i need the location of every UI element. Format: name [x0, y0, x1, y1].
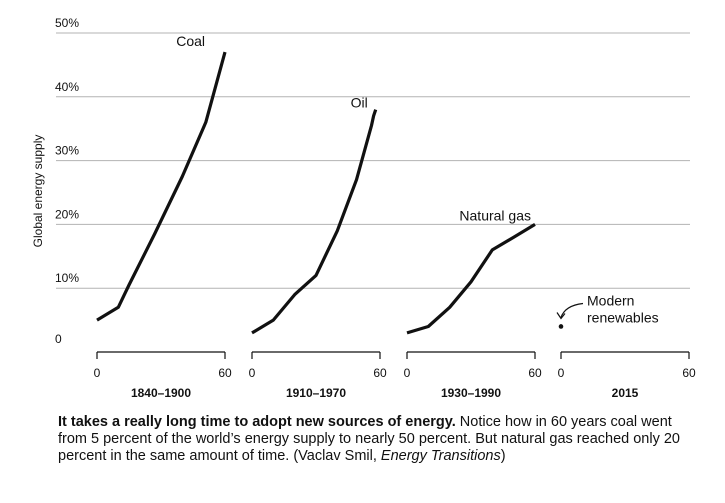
- series-line-natural-gas: [406, 223, 536, 335]
- caption-end: ): [500, 448, 506, 464]
- period-label: 1840–1900: [131, 386, 191, 400]
- series-line-oil: [251, 109, 378, 335]
- caption-body: Notice how in 60 years coal went from 5 …: [58, 414, 680, 464]
- y-tick-label: 30%: [55, 144, 79, 158]
- figure-caption: It takes a really long time to adopt new…: [58, 414, 698, 465]
- annotation-arrowhead: [556, 312, 566, 320]
- series-line-coal: [96, 51, 227, 322]
- x-tick-label: 60: [528, 366, 542, 380]
- x-tick-label: 60: [218, 366, 232, 380]
- energy-transitions-chart: 0 10% 20% 30% 40% 50% Global energy supply 0 60 1…: [31, 16, 696, 400]
- y-axis-label: Global energy supply: [31, 135, 45, 248]
- period-label: 1910–1970: [286, 386, 346, 400]
- x-tick-label: 0: [249, 366, 256, 380]
- y-tick-label: 50%: [55, 16, 79, 30]
- series-point-modern-renewables: [558, 324, 564, 329]
- x-tick-label: 0: [558, 366, 565, 380]
- y-tick-label: 40%: [55, 80, 79, 94]
- x-tick-label: 60: [682, 366, 696, 380]
- series-label: Natural gas: [459, 207, 531, 223]
- x-tick-label: 0: [94, 366, 101, 380]
- caption-headline: It takes a really long time to adopt new…: [58, 414, 456, 430]
- series-label: renewables: [587, 309, 659, 325]
- caption-source-title: Energy Transitions: [380, 448, 501, 464]
- annotation-arrow: [560, 302, 584, 318]
- period-label: 1930–1990: [441, 386, 501, 400]
- series-label: Oil: [351, 95, 368, 111]
- y-tick-label: 0: [55, 332, 62, 346]
- y-tick-label: 20%: [55, 207, 79, 221]
- y-tick-label: 10%: [55, 271, 79, 285]
- series-label: Modern: [587, 292, 634, 308]
- period-label: 2015: [612, 386, 639, 400]
- series-label: Coal: [176, 33, 205, 49]
- x-tick-label: 0: [404, 366, 411, 380]
- x-tick-label: 60: [373, 366, 387, 380]
